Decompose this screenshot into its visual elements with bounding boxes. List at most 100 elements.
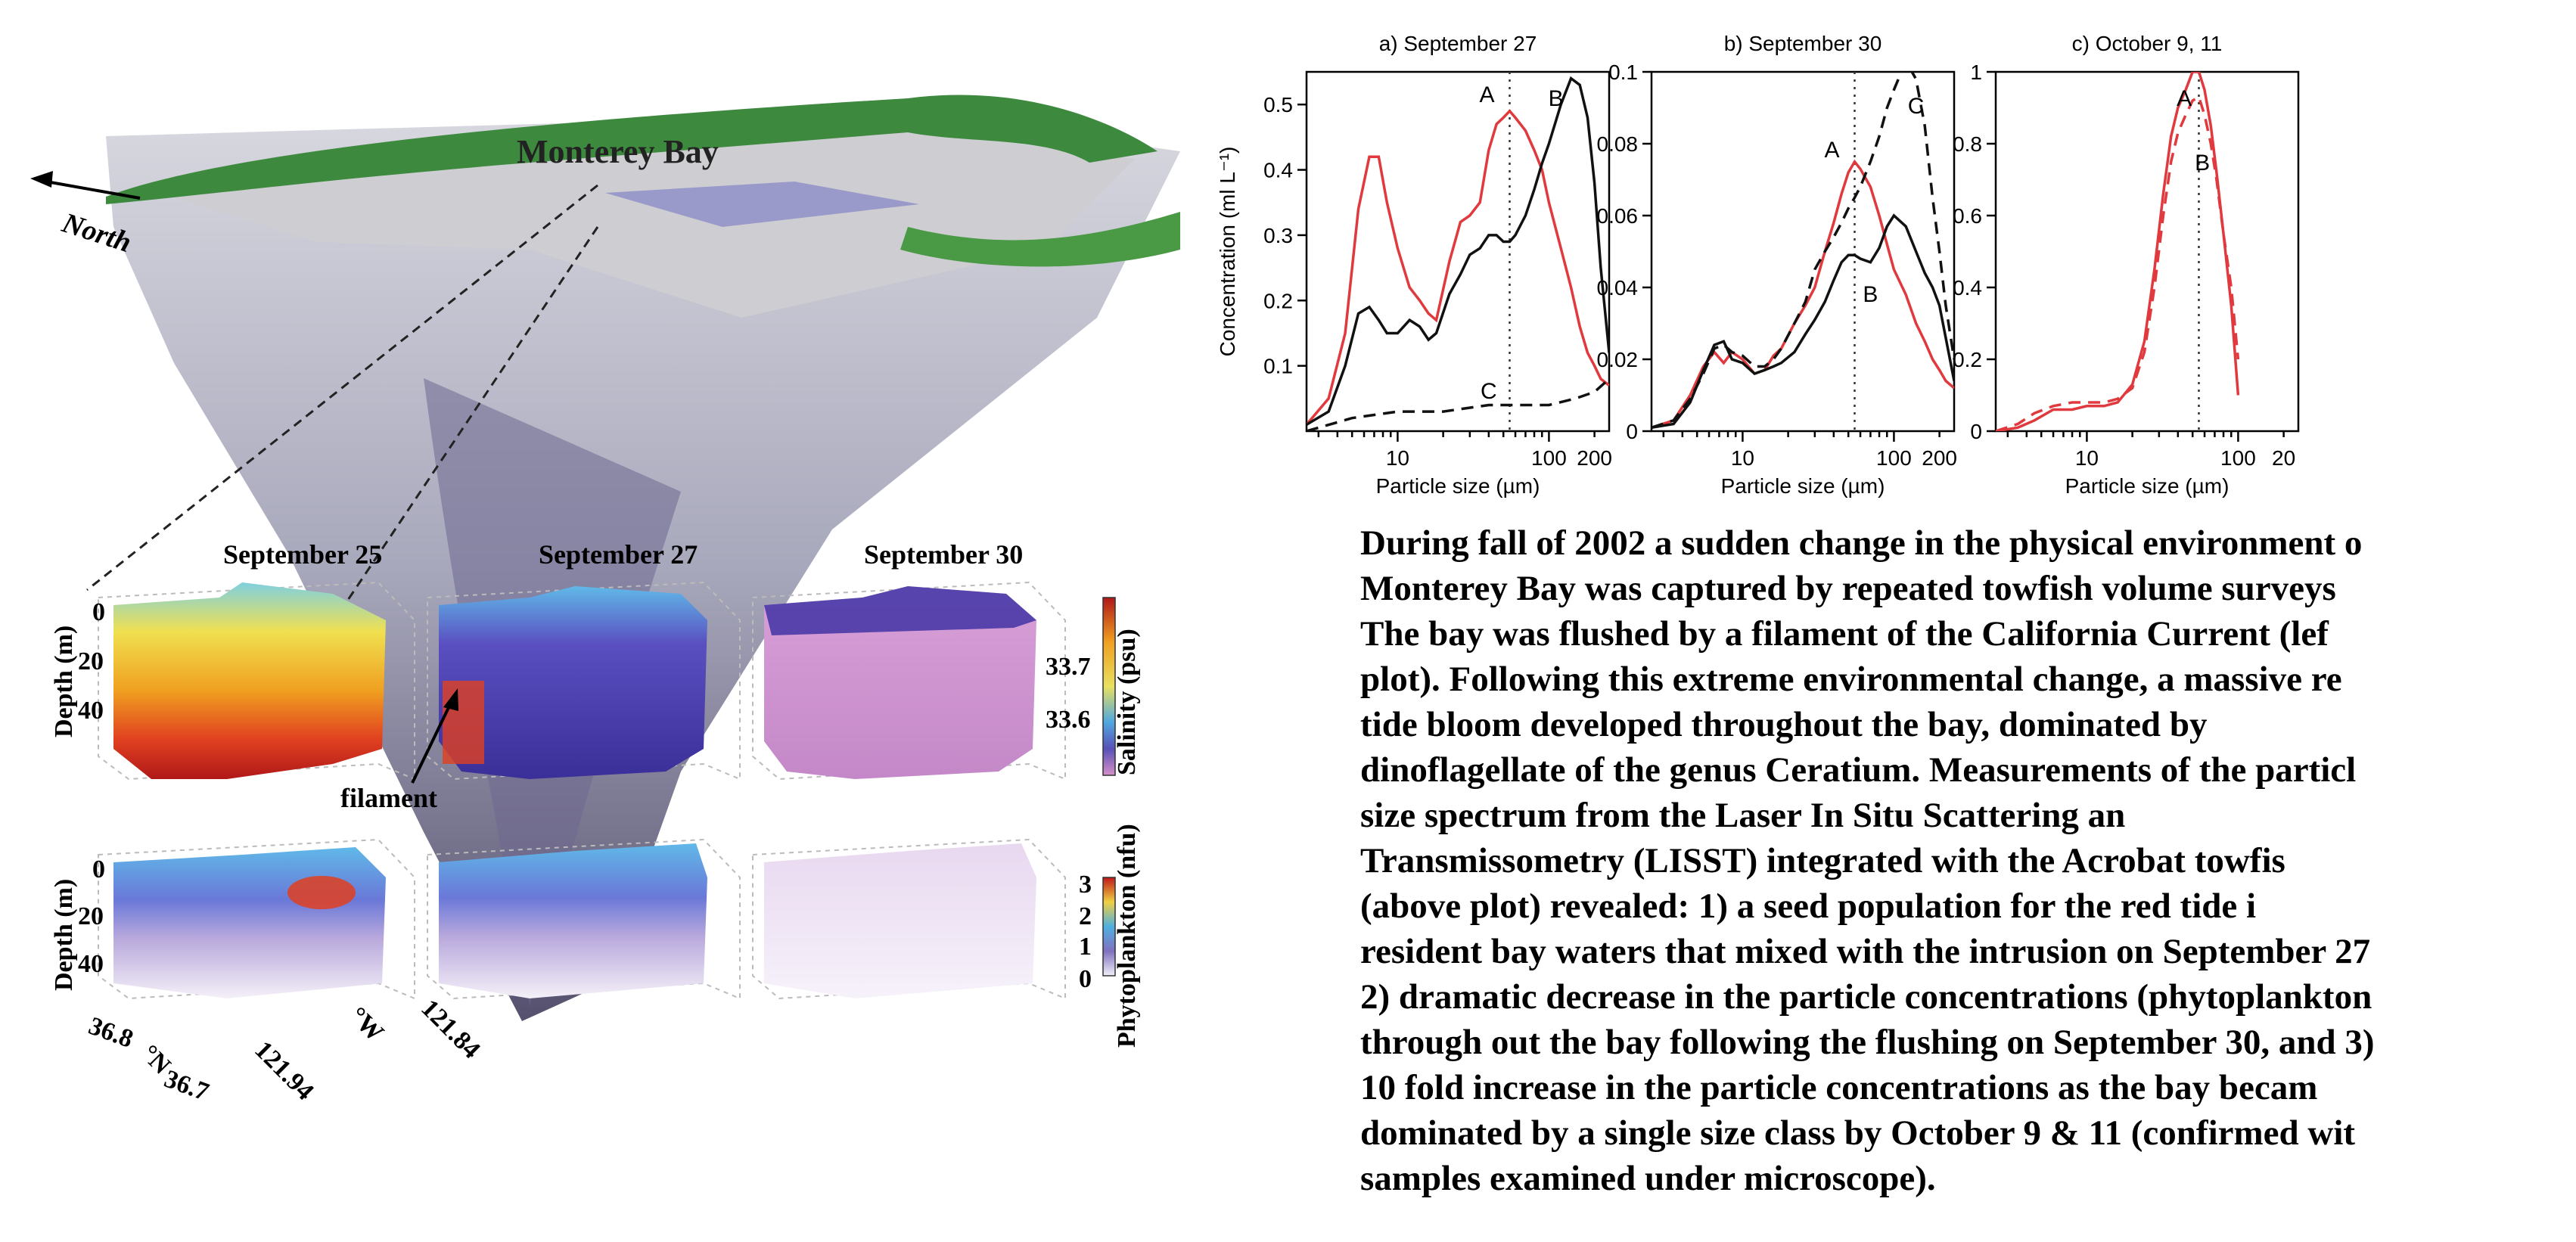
- phyto-colorbar-tick-2: 2: [1079, 902, 1092, 930]
- salinity-depth-tick-20: 20: [78, 647, 104, 675]
- series-label-C: C: [1481, 379, 1497, 404]
- caption-line: 2) dramatic decrease in the particle con…: [1360, 977, 2372, 1017]
- projection-line-left: [86, 184, 598, 592]
- lon-tick-121-94: 121.94: [249, 1036, 319, 1105]
- series-A: [1307, 109, 1609, 426]
- y-tick-label: 0.08: [1597, 132, 1639, 156]
- salinity-depth-tick-40: 40: [78, 697, 104, 725]
- series-label-A: A: [2177, 86, 2192, 111]
- caption-line: 10 fold increase in the particle concent…: [1360, 1068, 2318, 1107]
- y-axis-label: Concentration (ml L⁻¹): [1216, 147, 1239, 357]
- x-tick-label: 10: [2075, 446, 2099, 470]
- lat-tick-36-8: 36.8: [85, 1012, 137, 1054]
- y-tick-label: 0.02: [1597, 348, 1639, 371]
- salinity-block-sep30: [764, 586, 1036, 779]
- phyto-depth-tick-20: 20: [78, 902, 104, 930]
- y-tick-label: 0: [1970, 420, 1982, 443]
- chart-1: a) September 27 0.1 0.2 0.3 0.4 0.5 10 100 200 Pa…: [1216, 32, 1612, 498]
- series-B: [1652, 213, 1954, 430]
- x-tick-label: 100: [1531, 446, 1567, 470]
- phyto-volume-sep27: [427, 838, 741, 1000]
- salinity-colorbar-tick-high: 33.7: [1046, 653, 1091, 681]
- x-tick-label: 200: [1577, 446, 1612, 470]
- x-axis-label: Particle size (µm): [1721, 474, 1885, 498]
- chart-title: b) September 30: [1724, 32, 1882, 55]
- caption-line: through out the bay following the flushi…: [1360, 1023, 2375, 1062]
- salinity-colorbar-tick-low: 33.6: [1046, 706, 1091, 734]
- lon-tick-121-84: 121.84: [415, 994, 485, 1063]
- filament-arrow-head: [443, 688, 458, 711]
- salinity-block-sep25: [113, 582, 386, 779]
- y-tick-label: 0.2: [1263, 289, 1293, 312]
- filament-arrow: [411, 699, 454, 784]
- date-label-2: September 27: [539, 539, 698, 570]
- y-tick-label: 0.04: [1597, 276, 1639, 300]
- lat-tick-36-7: 36.7: [160, 1065, 213, 1107]
- map-title: Monterey Bay: [517, 133, 719, 170]
- caption-line: plot). Following this extreme environmen…: [1360, 660, 2342, 699]
- caption-line: tide bloom developed throughout the bay,…: [1360, 705, 2208, 744]
- caption-line: dinoflagellate of the genus Ceratium. Me…: [1360, 750, 2357, 790]
- chart-title: a) September 27: [1379, 32, 1537, 55]
- y-tick-label: 0.1: [1263, 355, 1293, 378]
- y-tick-label: 0.1: [1608, 61, 1638, 84]
- y-tick-label: 1: [1970, 61, 1982, 84]
- filament-label: filament: [340, 783, 437, 813]
- filament-patch: [443, 681, 484, 764]
- chart-2: b) September 30 0 0.02 0.04 0.06 0.08 0.1 10 100…: [1597, 32, 1957, 498]
- series-B: [1996, 95, 2240, 431]
- salinity-depth-tick-0: 0: [92, 598, 105, 626]
- x-tick-label: 100: [2220, 446, 2256, 470]
- series-A: [1996, 72, 2240, 431]
- date-label-1: September 25: [223, 539, 382, 570]
- phyto-volume-sep30: [752, 838, 1066, 1000]
- caption-line: resident bay waters that mixed with the …: [1360, 932, 2371, 971]
- phyto-hotspot: [287, 876, 356, 909]
- series-A: [1652, 159, 1954, 429]
- phyto-colorbar-tick-1: 1: [1079, 933, 1092, 961]
- series-label-A: A: [1479, 82, 1494, 107]
- phyto-colorbar-tick-3: 3: [1079, 871, 1092, 899]
- y-tick-label: 0.2: [1953, 348, 1982, 371]
- caption-line: size spectrum from the Laser In Situ Sca…: [1360, 796, 2126, 835]
- chart-frame: [1994, 70, 2300, 433]
- y-tick-label: 0.4: [1263, 159, 1293, 182]
- phyto-block-sep30: [764, 843, 1036, 998]
- salinity-volume-sep30: [752, 581, 1066, 781]
- phyto-colorbar-tick-0: 0: [1079, 965, 1092, 993]
- caption-line: The bay was flushed by a filament of the…: [1360, 614, 2329, 654]
- salinity-volume-sep27: [427, 581, 741, 781]
- series-label-B: B: [2195, 151, 2210, 175]
- phyto-depth-axis-label: Depth (m): [50, 879, 78, 991]
- chart-3: c) October 9, 11 0 0.2 0.4 0.6 0.8 1 10 100 20 Par…: [1953, 32, 2300, 498]
- phyto-depth-tick-40: 40: [78, 950, 104, 978]
- y-tick-label: 0.3: [1263, 224, 1293, 247]
- x-tick-label: 200: [1922, 446, 1957, 470]
- figure-caption: During fall of 2002 a sudden change in t…: [1360, 520, 2576, 1201]
- phyto-block-sep27: [439, 843, 707, 998]
- phyto-colorbar-label: Phytoplankton (nfu): [1113, 824, 1141, 1048]
- phyto-block-sep25: [113, 847, 386, 998]
- y-tick-label: 0.8: [1953, 132, 1982, 156]
- chart-title: c) October 9, 11: [2072, 32, 2223, 55]
- coastline-east: [900, 212, 1180, 267]
- y-tick-label: 0.4: [1953, 276, 1982, 300]
- series-label-B: B: [1549, 86, 1564, 111]
- phyto-colorbar: [1102, 877, 1116, 977]
- series-B: [1307, 76, 1609, 426]
- north-arrow-head: [30, 171, 53, 188]
- caption-line: Transmissometry (LISST) integrated with …: [1360, 841, 2285, 880]
- x-tick-label: 20: [2272, 446, 2295, 470]
- caption-line: dominated by a single size class by Octo…: [1360, 1113, 2356, 1153]
- salinity-panels: September 25 September 27 September 30 D…: [50, 539, 1141, 813]
- series-C: [1307, 377, 1609, 431]
- caption-line: Monterey Bay was captured by repeated to…: [1360, 569, 2336, 608]
- caption-line: samples examined under microscope).: [1360, 1159, 1936, 1198]
- particle-size-charts: a) September 270.10.20.30.40.510 100 200Pa…: [1216, 32, 2300, 498]
- series-label-C: C: [1908, 94, 1925, 119]
- chart-frame: [1650, 70, 1956, 433]
- salinity-block-sep27: [439, 586, 707, 779]
- chart-frame: [1305, 70, 1611, 433]
- x-tick-label: 10: [1386, 446, 1409, 470]
